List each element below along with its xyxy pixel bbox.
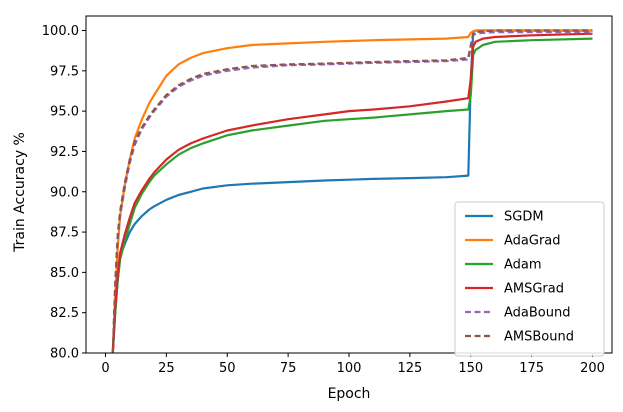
legend-label: AdaGrad bbox=[504, 234, 561, 249]
x-axis-label: Epoch bbox=[328, 386, 371, 402]
y-tick-label: 82.5 bbox=[50, 306, 79, 321]
legend-label: SGDM bbox=[504, 210, 544, 225]
y-tick-label: 90.0 bbox=[50, 185, 79, 200]
y-axis-label: Train Accuracy % bbox=[12, 132, 28, 253]
x-tick-label: 50 bbox=[219, 361, 236, 376]
series-line-amsgrad bbox=[111, 32, 593, 353]
legend: SGDM AdaGrad Adam AMSGrad AdaBound AMSBound bbox=[454, 201, 605, 357]
y-tick-label: 95.0 bbox=[50, 105, 79, 120]
x-tick-label: 0 bbox=[101, 361, 109, 376]
x-tick-label: 125 bbox=[397, 361, 422, 376]
y-tick-label: 85.0 bbox=[50, 266, 79, 281]
series-line-amsbound bbox=[111, 29, 593, 353]
y-tick-label: 80.0 bbox=[50, 347, 79, 362]
series-lines bbox=[111, 29, 593, 353]
plot-area bbox=[85, 15, 613, 354]
x-tick-label: 175 bbox=[519, 361, 544, 376]
x-axis: 0 25 50 75 100 125 150 175 200 bbox=[101, 353, 605, 376]
y-tick-label: 87.5 bbox=[50, 226, 79, 241]
legend-label: AdaBound bbox=[504, 306, 571, 321]
x-tick-label: 75 bbox=[280, 361, 297, 376]
x-tick-label: 200 bbox=[580, 361, 605, 376]
legend-label: AMSGrad bbox=[504, 282, 564, 297]
x-tick-label: 150 bbox=[458, 361, 483, 376]
x-tick-label: 25 bbox=[158, 361, 175, 376]
y-tick-label: 97.5 bbox=[50, 64, 79, 79]
y-tick-label: 100.0 bbox=[42, 24, 79, 39]
y-axis: 80.0 82.5 85.0 87.5 90.0 92.5 95.0 97.5 100.0 bbox=[42, 24, 86, 362]
x-tick-label: 100 bbox=[337, 361, 362, 376]
y-tick-label: 92.5 bbox=[50, 145, 79, 160]
legend-label: Adam bbox=[504, 258, 542, 273]
legend-label: AMSBound bbox=[504, 330, 574, 345]
